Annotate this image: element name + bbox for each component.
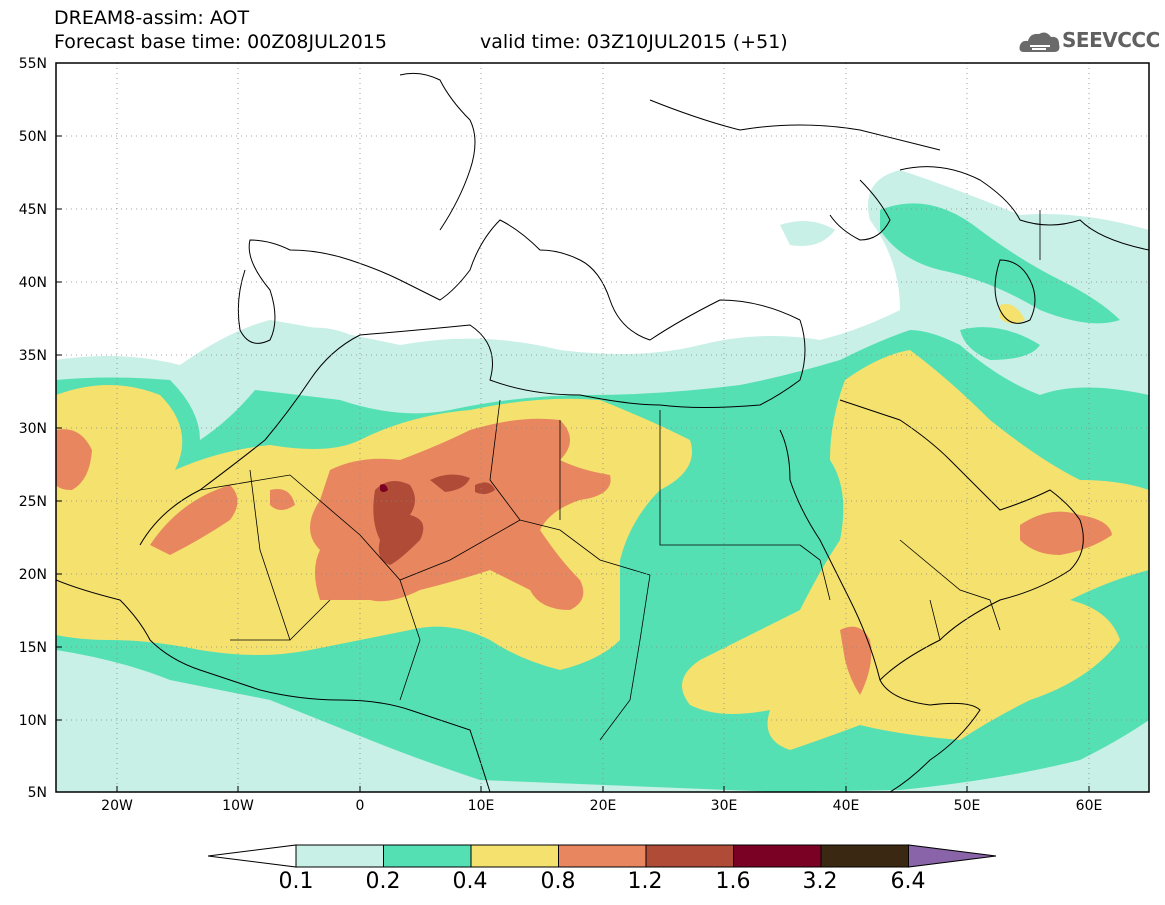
colorbar-label: 0.1: [278, 869, 314, 894]
aot-band-1.2: [373, 474, 495, 565]
coastlines: [56, 72, 1149, 792]
cloud-logo-icon: [1019, 32, 1060, 52]
lat-label: 15N: [18, 640, 47, 656]
colorbar-label: 0.8: [540, 869, 576, 894]
valid-time: valid time: 03Z10JUL2015 (+51): [480, 31, 788, 53]
lat-label: 40N: [18, 275, 47, 291]
lon-label: 60E: [1075, 798, 1103, 814]
lon-label: 10E: [467, 798, 495, 814]
colorbar-label: 1.2: [627, 869, 663, 894]
lat-label: 30N: [18, 421, 47, 437]
lon-label: 20W: [101, 798, 133, 814]
colorbar-label: 0.2: [365, 869, 401, 894]
colorbar-label: 3.2: [802, 869, 838, 894]
colorbar-label: 1.6: [715, 869, 751, 894]
lat-label: 20N: [18, 567, 47, 583]
borders: [199, 210, 1041, 741]
colorbar-label: 0.4: [452, 869, 488, 894]
aot-band-1.6: [380, 484, 388, 492]
lon-label: 20E: [589, 798, 617, 814]
logo-text: SEEVCCC: [1062, 28, 1160, 52]
lat-label: 50N: [18, 129, 47, 145]
lat-label: 5N: [27, 785, 47, 801]
grid-lines: [56, 63, 1149, 792]
lat-label: 35N: [18, 348, 47, 364]
lon-label: 0: [355, 798, 365, 814]
lon-label: 10W: [222, 798, 254, 814]
lat-label: 55N: [18, 56, 47, 72]
lon-label: 30E: [710, 798, 738, 814]
colorbar-label: 6.4: [890, 869, 926, 894]
lat-label: 25N: [18, 494, 47, 510]
lon-label: 50E: [953, 798, 981, 814]
lat-label: 10N: [18, 713, 47, 729]
lat-label: 45N: [18, 202, 47, 218]
title-line-2: Forecast base time: 00Z08JUL2015: [54, 31, 387, 53]
lon-label: 40E: [832, 798, 860, 814]
title-line-1: DREAM8-assim: AOT: [54, 7, 250, 29]
